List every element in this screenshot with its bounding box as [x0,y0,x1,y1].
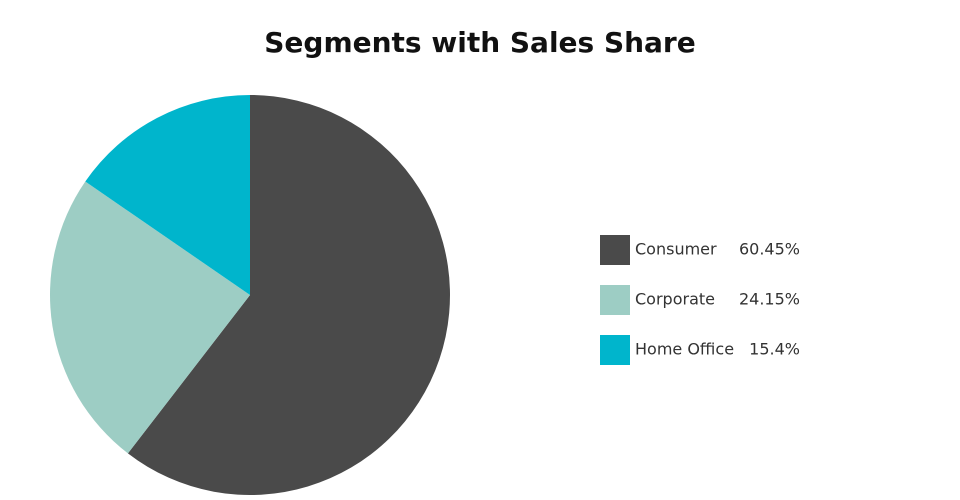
chart-title: Segments with Sales Share [264,26,695,59]
legend-swatch [600,235,630,265]
legend-label: Consumer [635,240,717,259]
legend-label: Corporate [635,290,715,309]
legend-value: 15.4% [749,340,800,359]
legend-value: 60.45% [739,240,800,259]
legend-value: 24.15% [739,290,800,309]
pie-slice [85,95,250,295]
legend-swatch [600,285,630,315]
legend-swatch [600,335,630,365]
pie-slice [50,181,250,454]
legend-label: Home Office [635,340,734,359]
pie-slice [127,94,451,496]
